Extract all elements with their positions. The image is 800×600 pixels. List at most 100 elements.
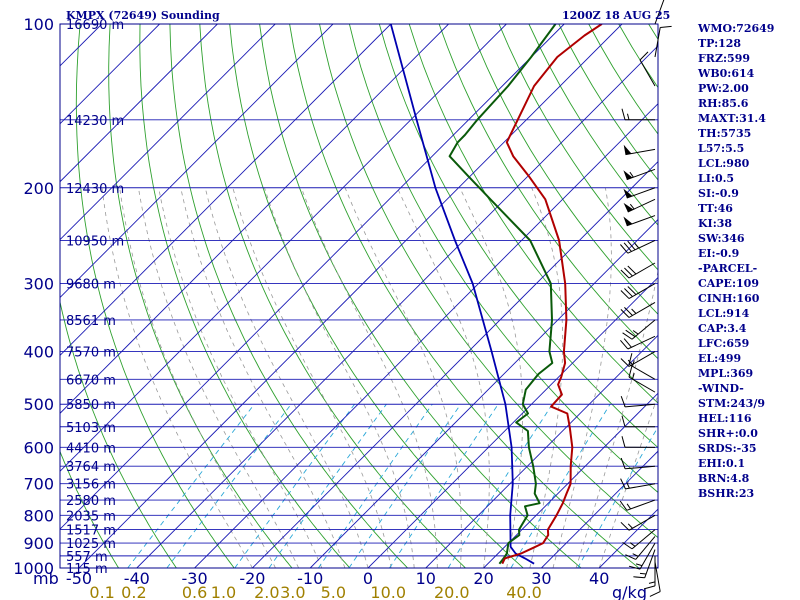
stat-item: -WIND- bbox=[698, 382, 744, 395]
stat-item: EHI:0.1 bbox=[698, 457, 746, 470]
dry-adiabat bbox=[558, 24, 658, 181]
mixing-ratio-label: 3.0 bbox=[280, 583, 305, 600]
stat-item: TT:46 bbox=[698, 202, 733, 215]
stat-item: CAPE:109 bbox=[698, 277, 759, 290]
dry-adiabat bbox=[588, 24, 658, 135]
dry-adiabat bbox=[768, 24, 800, 568]
stat-item: WMO:72649 bbox=[698, 22, 775, 35]
height-label: 5850 m bbox=[66, 398, 116, 413]
isotherm bbox=[60, 24, 565, 530]
stat-item: TH:5735 bbox=[698, 127, 752, 140]
wind-barb bbox=[623, 215, 656, 227]
height-label: 115 m bbox=[66, 562, 108, 577]
wind-barb bbox=[620, 478, 656, 490]
height-label: 3764 m bbox=[66, 460, 116, 475]
stat-item: WB0:614 bbox=[698, 67, 755, 80]
pressure-label: 1000 bbox=[13, 559, 54, 578]
wind-barb bbox=[623, 168, 656, 181]
stat-item: BRN:4.8 bbox=[698, 472, 750, 485]
moist-adiabat bbox=[180, 187, 346, 568]
wind-barb bbox=[628, 353, 656, 380]
moist-adiabat bbox=[598, 393, 658, 568]
temperature-tick-label: 40 bbox=[589, 569, 609, 588]
pressure-label: 800 bbox=[23, 506, 54, 525]
wind-barb bbox=[625, 536, 656, 560]
stat-item: EL:499 bbox=[698, 352, 742, 365]
wind-barb bbox=[623, 198, 656, 213]
mixing-ratio-label: 0.1 bbox=[89, 583, 114, 600]
stat-item: STM:243/9 bbox=[698, 397, 765, 410]
moist-adiabat bbox=[301, 187, 438, 568]
dry-adiabat bbox=[139, 24, 351, 568]
pressure-label: 200 bbox=[23, 179, 54, 198]
mixing-ratio-label: 0.6 bbox=[182, 583, 207, 600]
height-label: 1025 m bbox=[66, 537, 116, 552]
temperature-tick-label: 0 bbox=[363, 569, 373, 588]
wind-barb bbox=[628, 542, 656, 570]
temperature-tick-label: -20 bbox=[239, 569, 265, 588]
mixing-ratio-label: 5.0 bbox=[321, 583, 346, 600]
wind-barb bbox=[620, 351, 656, 367]
wind-barb bbox=[620, 335, 656, 350]
wind-barb bbox=[619, 499, 656, 511]
stat-item: FRZ:599 bbox=[698, 52, 751, 65]
isotherm bbox=[541, 450, 658, 568]
wind-barb bbox=[643, 555, 656, 590]
wind-barb bbox=[620, 396, 656, 408]
isotherm bbox=[136, 45, 658, 568]
wind-barb bbox=[623, 187, 656, 199]
stat-item: LCL:980 bbox=[698, 157, 750, 170]
wind-barb bbox=[620, 514, 656, 531]
height-label: 2035 m bbox=[66, 509, 116, 524]
wind-barb bbox=[621, 108, 656, 121]
temperature-line bbox=[501, 24, 603, 565]
stat-item: CINH:160 bbox=[698, 292, 760, 305]
wind-barb bbox=[621, 415, 656, 428]
height-label: 9680 m bbox=[66, 278, 116, 293]
height-label: 5103 m bbox=[66, 421, 116, 436]
isotherm bbox=[309, 218, 658, 568]
dry-adiabat bbox=[169, 24, 408, 568]
height-label: 4410 m bbox=[66, 441, 116, 456]
temperature-tick-label: 30 bbox=[531, 569, 551, 588]
isotherm bbox=[483, 392, 658, 568]
wind-barb bbox=[620, 283, 656, 300]
wind-barb bbox=[620, 302, 656, 318]
mixing-ratio-label: 20.0 bbox=[434, 583, 470, 600]
wind-barb bbox=[654, 0, 665, 25]
isotherm bbox=[78, 24, 623, 568]
isotherm bbox=[252, 161, 658, 568]
mixing-ratio-label: 40.0 bbox=[506, 583, 542, 600]
isotherm bbox=[60, 24, 218, 183]
isotherm bbox=[60, 24, 392, 357]
mixing-ratio-label: 0.2 bbox=[121, 583, 146, 600]
stat-item: CAP:3.4 bbox=[698, 322, 747, 335]
height-label: 6670 m bbox=[66, 373, 116, 388]
isotherm bbox=[425, 334, 658, 568]
height-label: 12430 m bbox=[66, 182, 124, 197]
parcel-line bbox=[389, 24, 535, 565]
temperature-tick-label: -10 bbox=[297, 569, 323, 588]
stat-item: PW:2.00 bbox=[698, 82, 749, 95]
pressure-label: 700 bbox=[23, 475, 54, 494]
stat-item: BSHR:23 bbox=[698, 487, 755, 500]
wind-barb bbox=[621, 436, 656, 448]
moist-adiabat bbox=[459, 187, 523, 568]
moist-adiabat bbox=[101, 187, 253, 568]
stat-item: LI:0.5 bbox=[698, 172, 735, 185]
stat-item: SHR+:0.0 bbox=[698, 427, 758, 440]
stat-item: KI:38 bbox=[698, 217, 733, 230]
stat-item: EI:-0.9 bbox=[698, 247, 740, 260]
pressure-label: 100 bbox=[23, 15, 54, 34]
mixing-ratio-unit-label: g/kg bbox=[612, 583, 647, 600]
mixing-ratio-line bbox=[510, 403, 611, 568]
pressure-label: 600 bbox=[23, 438, 54, 457]
stat-item: SW:346 bbox=[698, 232, 745, 245]
wind-barb bbox=[620, 457, 656, 470]
plot-frame bbox=[59, 23, 659, 569]
stat-item: LCL:914 bbox=[698, 307, 750, 320]
wind-barb bbox=[622, 529, 656, 550]
height-label: 3156 m bbox=[66, 478, 116, 493]
stat-item: SI:-0.9 bbox=[698, 187, 739, 200]
height-label: 1517 m bbox=[66, 524, 116, 539]
